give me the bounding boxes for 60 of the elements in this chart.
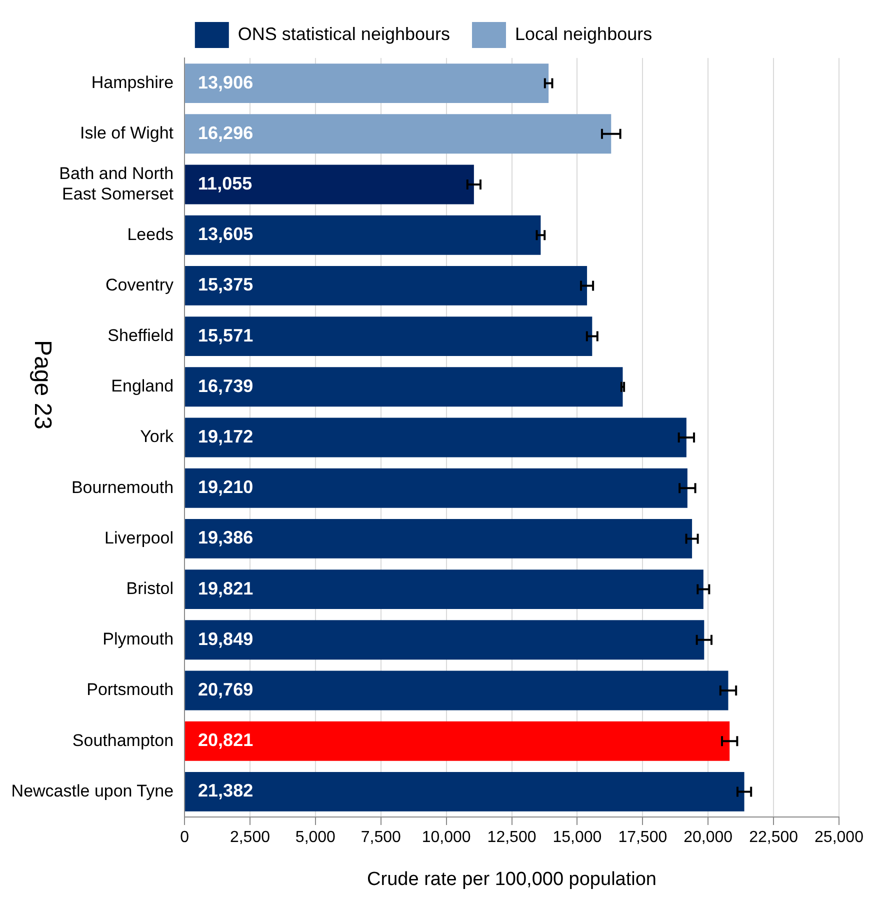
x-tick-label: 22,500 — [749, 829, 798, 846]
y-tick-label: Leeds — [127, 224, 174, 244]
x-axis-title: Crude rate per 100,000 population — [367, 868, 656, 890]
bar — [185, 266, 588, 306]
y-tick-label: Portsmouth — [86, 680, 174, 700]
data-label: 16,739 — [198, 376, 254, 396]
bar — [185, 114, 612, 154]
y-tick-label: Hampshire — [91, 72, 174, 92]
legend-label: Local neighbours — [515, 24, 652, 44]
y-tick-label: Bournemouth — [71, 478, 174, 497]
y-tick-label: Bath and North East Somerset — [59, 164, 174, 204]
bar — [185, 721, 730, 761]
x-tick-label: 20,000 — [684, 829, 733, 846]
data-label: 15,571 — [198, 325, 254, 346]
y-tick-label: Sheffield — [108, 326, 174, 345]
x-tick-label: 17,500 — [618, 829, 668, 846]
bar — [185, 418, 686, 458]
x-tick-label: 15,000 — [552, 829, 602, 846]
x-tick-label: 12,500 — [487, 829, 536, 846]
data-label: 19,172 — [198, 426, 254, 446]
y-tick-label: England — [111, 376, 174, 396]
x-tick-label: 25,000 — [814, 829, 864, 846]
bar — [185, 772, 744, 812]
y-tick-label: Bristol — [126, 578, 174, 598]
data-label: 13,906 — [198, 72, 254, 92]
bar — [185, 164, 474, 204]
legend-label: ONS statistical neighbours — [238, 24, 450, 44]
y-tick-label: Plymouth — [102, 630, 174, 649]
data-label: 16,296 — [198, 122, 254, 143]
data-label: 15,375 — [198, 274, 254, 295]
y-tick-label: York — [140, 427, 174, 446]
y-tick-label: Isle of Wight — [80, 124, 174, 143]
x-tick-label: 10,000 — [422, 829, 471, 846]
y-tick-label: Coventry — [106, 275, 174, 294]
data-label: 19,386 — [198, 528, 254, 548]
data-label: 19,821 — [198, 578, 254, 598]
bar — [185, 316, 592, 356]
text: Page 23 — [28, 340, 57, 430]
bar — [185, 367, 623, 407]
x-tick-label: 7,500 — [360, 829, 401, 846]
bar — [185, 570, 704, 610]
y-tick-label: Liverpool — [104, 528, 174, 548]
data-label: 11,055 — [198, 173, 252, 194]
data-label: 20,769 — [198, 679, 254, 700]
data-label: 19,210 — [198, 477, 254, 498]
bar — [185, 215, 541, 255]
x-tick-label: 5,000 — [295, 829, 336, 846]
bar — [185, 620, 704, 660]
bar — [185, 468, 688, 508]
data-label: 20,821 — [198, 730, 254, 750]
bar — [185, 670, 728, 710]
y-tick-label: Southampton — [72, 730, 174, 750]
data-label: 19,849 — [198, 628, 254, 649]
x-tick-label: 0 — [180, 829, 190, 846]
data-label: 21,382 — [198, 780, 254, 801]
bar — [185, 518, 692, 558]
bar — [185, 64, 549, 104]
y-tick-label: Newcastle upon Tyne — [11, 781, 174, 800]
x-tick-label: 2,500 — [230, 829, 270, 846]
data-label: 13,605 — [198, 224, 254, 244]
